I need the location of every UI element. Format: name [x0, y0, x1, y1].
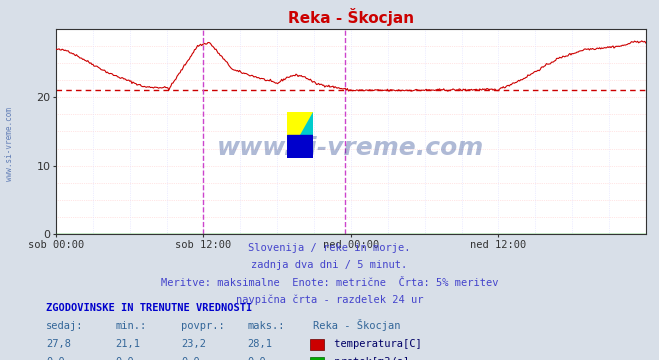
Text: 0,0: 0,0 — [247, 357, 266, 360]
Text: povpr.:: povpr.: — [181, 321, 225, 332]
Text: maks.:: maks.: — [247, 321, 285, 332]
Text: www.si-vreme.com: www.si-vreme.com — [5, 107, 14, 181]
Text: Meritve: maksimalne  Enote: metrične  Črta: 5% meritev: Meritve: maksimalne Enote: metrične Črta… — [161, 278, 498, 288]
Text: min.:: min.: — [115, 321, 146, 332]
Text: 0,0: 0,0 — [46, 357, 65, 360]
Text: navpična črta - razdelek 24 ur: navpična črta - razdelek 24 ur — [236, 295, 423, 305]
Text: temperatura[C]: temperatura[C] — [328, 339, 421, 350]
Title: Reka - Škocjan: Reka - Škocjan — [288, 8, 414, 26]
Polygon shape — [287, 112, 313, 158]
Text: sedaj:: sedaj: — [46, 321, 84, 332]
Text: 0,0: 0,0 — [181, 357, 200, 360]
Text: ZGODOVINSKE IN TRENUTNE VREDNOSTI: ZGODOVINSKE IN TRENUTNE VREDNOSTI — [46, 303, 252, 314]
Bar — [287, 135, 313, 158]
Text: Slovenija / reke in morje.: Slovenija / reke in morje. — [248, 243, 411, 253]
Text: www.si-vreme.com: www.si-vreme.com — [217, 136, 484, 160]
Text: pretok[m3/s]: pretok[m3/s] — [328, 357, 409, 360]
Polygon shape — [287, 112, 313, 158]
Text: 23,2: 23,2 — [181, 339, 206, 350]
Text: 28,1: 28,1 — [247, 339, 272, 350]
Text: 0,0: 0,0 — [115, 357, 134, 360]
Text: zadnja dva dni / 5 minut.: zadnja dva dni / 5 minut. — [251, 260, 408, 270]
Text: Reka - Škocjan: Reka - Škocjan — [313, 319, 401, 332]
Text: 27,8: 27,8 — [46, 339, 71, 350]
Text: 21,1: 21,1 — [115, 339, 140, 350]
